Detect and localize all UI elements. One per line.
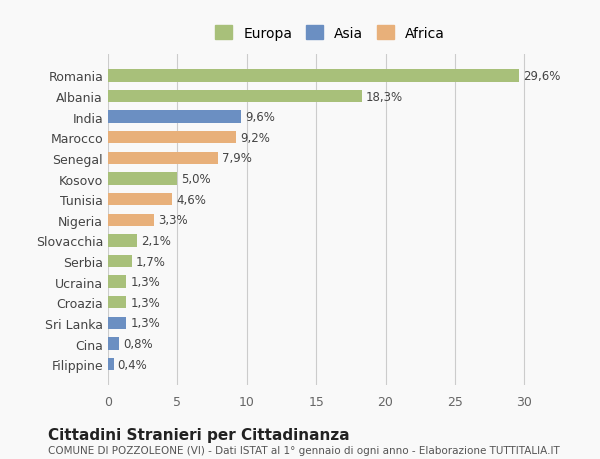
Bar	[108, 317, 126, 330]
Text: 0,8%: 0,8%	[123, 337, 153, 350]
Text: 1,3%: 1,3%	[130, 296, 160, 309]
Bar	[108, 70, 519, 83]
Text: 9,2%: 9,2%	[240, 132, 269, 145]
Text: 4,6%: 4,6%	[176, 193, 206, 206]
Text: 29,6%: 29,6%	[523, 70, 560, 83]
Bar	[108, 255, 131, 268]
Bar	[108, 173, 178, 185]
Text: COMUNE DI POZZOLEONE (VI) - Dati ISTAT al 1° gennaio di ogni anno - Elaborazione: COMUNE DI POZZOLEONE (VI) - Dati ISTAT a…	[48, 445, 560, 455]
Bar	[108, 276, 126, 288]
Text: 1,3%: 1,3%	[130, 275, 160, 289]
Text: 9,6%: 9,6%	[245, 111, 275, 124]
Bar	[108, 132, 236, 144]
Text: Cittadini Stranieri per Cittadinanza: Cittadini Stranieri per Cittadinanza	[48, 427, 350, 442]
Text: 0,4%: 0,4%	[118, 358, 148, 371]
Text: 1,7%: 1,7%	[136, 255, 166, 268]
Bar	[108, 235, 137, 247]
Text: 18,3%: 18,3%	[366, 90, 403, 103]
Text: 3,3%: 3,3%	[158, 214, 188, 227]
Bar	[108, 194, 172, 206]
Bar	[108, 111, 241, 123]
Bar	[108, 338, 119, 350]
Bar	[108, 358, 113, 370]
Bar	[108, 152, 218, 165]
Legend: Europa, Asia, Africa: Europa, Asia, Africa	[209, 19, 452, 48]
Bar	[108, 91, 362, 103]
Bar	[108, 297, 126, 309]
Text: 2,1%: 2,1%	[142, 235, 171, 247]
Text: 7,9%: 7,9%	[222, 152, 251, 165]
Text: 5,0%: 5,0%	[182, 173, 211, 185]
Bar	[108, 214, 154, 226]
Text: 1,3%: 1,3%	[130, 317, 160, 330]
